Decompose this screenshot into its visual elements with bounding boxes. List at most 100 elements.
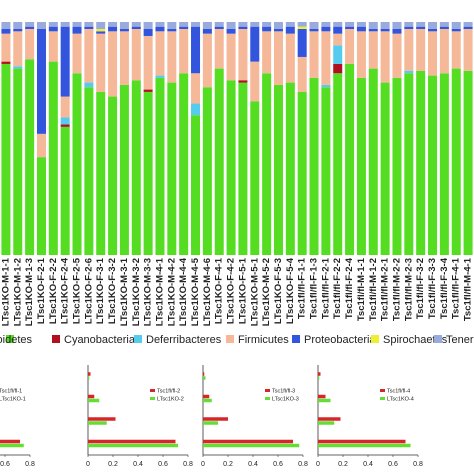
x-tick-label: Tsc1fl/fl-M-4-1: [463, 257, 474, 321]
bar-segment: [297, 56, 307, 92]
bar: [88, 417, 116, 421]
bar: [88, 421, 107, 425]
x-tick-label: LTsc1KO-M-1-2: [12, 258, 23, 326]
x-tick-label: 0.6: [0, 461, 10, 468]
bar-segment: [108, 31, 118, 97]
bar-segment: [96, 33, 106, 92]
legend-swatch: [6, 335, 14, 343]
legend-label: LTsc1KO-3: [272, 396, 299, 402]
x-tick-label: Tsc1fl/fl-M-2-2: [391, 258, 402, 321]
x-tick-label: 0.8: [25, 461, 35, 468]
x-tick-label: 0.4: [248, 461, 258, 468]
x-tick-label: LTsc1KO-M-4-2: [166, 258, 177, 326]
bar: [318, 372, 321, 376]
x-tick-label: 0: [201, 461, 205, 468]
legend-label: Firmicutes: [238, 334, 289, 346]
bar-segment: [439, 28, 449, 74]
bar-segment: [60, 96, 70, 118]
legend-label: LTsc1KO-1: [0, 396, 26, 402]
bar-segment: [131, 28, 141, 81]
legend-label: Bacteroidetes: [0, 334, 32, 346]
bar-segment: [368, 28, 378, 32]
x-tick-label: 0.2: [223, 461, 233, 468]
x-tick-label: Tsc1fl/fl-F-2-4: [344, 257, 355, 319]
bar-segment: [143, 91, 153, 256]
bar-segment: [108, 26, 118, 32]
bar-segment: [13, 68, 23, 255]
bar-segment: [285, 26, 295, 34]
legend-label: Tenericutes: [446, 334, 474, 346]
bar-segment: [345, 28, 355, 64]
bar: [318, 443, 411, 448]
x-tick-label: 0.4: [363, 461, 373, 468]
bar-segment: [333, 45, 343, 64]
x-tick-label: LTsc1KO-F-5-3: [273, 258, 284, 324]
bar-segment: [226, 22, 236, 29]
legend-swatch: [150, 397, 155, 400]
bar-segment: [416, 26, 426, 29]
x-tick-label: 0.6: [273, 461, 283, 468]
bar-segment: [333, 26, 343, 34]
bar-segment: [345, 63, 355, 255]
bar-segment: [392, 28, 402, 34]
bar-segment: [285, 22, 295, 27]
bar-segment: [84, 82, 94, 88]
x-tick-label: LTsc1KO-M-5-1: [249, 257, 260, 326]
bar-segment: [179, 22, 189, 27]
bar-segment: [321, 84, 331, 88]
bar-segment: [321, 87, 331, 256]
bar-segment: [356, 22, 366, 27]
bar-segment: [285, 82, 295, 255]
bar-segment: [25, 59, 35, 255]
bar-segment: [13, 28, 23, 32]
bar-segment: [250, 101, 260, 255]
bar-segment: [380, 82, 390, 255]
bar-segment: [119, 28, 129, 32]
bar-segment: [238, 28, 248, 81]
legend-swatch: [371, 335, 379, 343]
x-tick-label: 0.2: [108, 461, 118, 468]
x-tick-label: LTsc1KO-F-2-6: [83, 258, 94, 324]
bar: [318, 439, 406, 444]
x-tick-label: LTsc1KO-M-4-5: [190, 257, 201, 326]
bar-segment: [13, 22, 23, 29]
legend-swatch: [380, 397, 385, 400]
bar-segment: [392, 77, 402, 255]
bar-segment: [72, 33, 82, 74]
bar: [88, 376, 90, 380]
bar-segment: [155, 75, 165, 78]
bar-segment: [1, 33, 11, 62]
bar-segment: [404, 70, 414, 74]
x-tick-label: LTsc1KO-M-1-1: [0, 257, 11, 326]
bar-segment: [131, 26, 141, 29]
bar-segment: [155, 31, 165, 76]
x-tick-label: Tsc1fl/fl-M-1-1: [356, 257, 367, 321]
bar-segment: [451, 68, 461, 255]
bar-segment: [214, 68, 224, 255]
bar: [203, 443, 300, 448]
bar-segment: [309, 31, 319, 78]
bar-segment: [1, 28, 11, 34]
bar-segment: [131, 80, 141, 255]
bar-segment: [428, 75, 438, 255]
bar-segment: [191, 73, 201, 104]
x-tick-label: LTsc1KO-M-4-6: [202, 258, 213, 326]
bar-segment: [356, 31, 366, 78]
bar-segment: [321, 31, 331, 85]
bar-segment: [333, 22, 343, 27]
bar-segment: [167, 31, 177, 83]
legend-label: Cyanobacteria: [64, 334, 136, 346]
bar-segment: [202, 28, 212, 34]
bar-segment: [439, 26, 449, 29]
bar-segment: [451, 31, 461, 69]
bar-segment: [191, 115, 201, 255]
bar-segment: [321, 26, 331, 32]
bar-segment: [1, 22, 11, 29]
bar: [203, 376, 206, 380]
bar-segment: [155, 22, 165, 27]
legend-swatch: [434, 335, 442, 343]
x-tick-label: LTsc1KO-F-4-1: [214, 257, 225, 324]
bar-segment: [48, 22, 58, 27]
bar-segment: [191, 103, 201, 116]
bar-segment: [143, 28, 153, 36]
